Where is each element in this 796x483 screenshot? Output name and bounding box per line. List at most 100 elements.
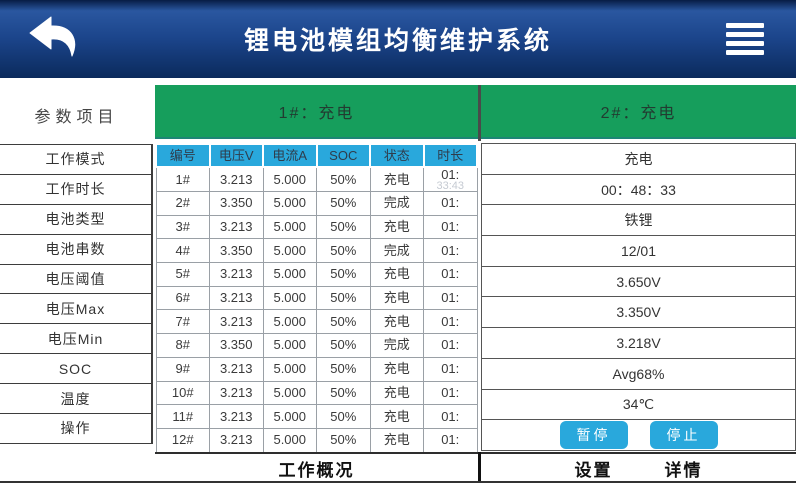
cell-voltage: 3.350 xyxy=(209,333,264,358)
col-header-id: 编号 xyxy=(155,143,211,168)
cell-soc: 50% xyxy=(316,214,371,240)
work-overview-tab[interactable]: 工作概况 xyxy=(155,452,478,481)
cell-soc: 50% xyxy=(316,166,371,192)
sidebar-item-work-mode: 工作模式 xyxy=(0,145,153,175)
col-header-current: 电流A xyxy=(262,143,318,168)
cell-table: 编号 电压V 电流A SOC 状态 时长 1# 3.213 5.000 50% … xyxy=(155,143,478,453)
cell-current: 5.000 xyxy=(262,191,317,216)
table-row: 2# 3.350 5.000 50% 完成 01: xyxy=(155,191,478,216)
cell-current: 5.000 xyxy=(262,356,317,382)
table-row: 3# 3.213 5.000 50% 充电 01: xyxy=(155,214,478,240)
cell-current: 5.000 xyxy=(262,404,317,429)
cell-current: 5.000 xyxy=(262,285,317,311)
cell-id: 10# xyxy=(155,380,210,406)
settings-button[interactable]: 设置 xyxy=(574,461,613,480)
cell-soc: 50% xyxy=(316,285,371,311)
table-row: 9# 3.213 5.000 50% 充电 01: xyxy=(155,356,478,382)
cell-duration: 01: xyxy=(423,238,478,264)
cell-duration: 01: xyxy=(423,356,478,382)
col-header-voltage: 电压V xyxy=(208,143,264,168)
cell-voltage: 3.350 xyxy=(209,238,264,264)
cell-id: 11# xyxy=(155,404,210,429)
cell-duration: 01: xyxy=(423,427,478,453)
pause-button[interactable]: 暂停 xyxy=(559,421,628,450)
cell-current: 5.000 xyxy=(262,333,317,358)
cell-id: 2# xyxy=(155,191,210,216)
value-voltage-min: 3.218V xyxy=(482,328,795,359)
cell-voltage: 3.213 xyxy=(209,356,264,382)
sidebar-item-work-duration: 工作时长 xyxy=(0,174,153,205)
cell-duration: 01: 33:43 xyxy=(423,166,478,192)
cell-duration: 01: xyxy=(423,262,478,287)
cell-id: 8# xyxy=(155,333,210,358)
cell-soc: 50% xyxy=(316,191,371,216)
cell-id: 1# xyxy=(155,166,210,192)
cell-soc: 50% xyxy=(316,356,371,382)
cell-soc: 50% xyxy=(316,262,371,287)
cell-current: 5.000 xyxy=(262,309,317,335)
cell-status: 完成 xyxy=(369,191,424,216)
table-row: 7# 3.213 5.000 50% 充电 01: xyxy=(155,309,478,335)
col-header-soc: SOC xyxy=(315,143,371,168)
cell-voltage: 3.213 xyxy=(209,214,264,240)
module2-header: 2#：充电 xyxy=(481,85,796,139)
cell-current: 5.000 xyxy=(262,380,317,406)
cell-id: 9# xyxy=(155,356,210,382)
table-row: 8# 3.350 5.000 50% 完成 01: xyxy=(155,333,478,358)
cell-soc: 50% xyxy=(316,309,371,335)
cell-current: 5.000 xyxy=(262,427,317,453)
cell-voltage: 3.213 xyxy=(209,427,264,453)
hamburger-icon xyxy=(722,23,768,55)
cell-status: 充电 xyxy=(369,166,424,192)
stop-button[interactable]: 停止 xyxy=(649,421,718,450)
value-battery-type: 铁锂 xyxy=(482,205,795,237)
cell-voltage: 3.213 xyxy=(209,309,264,335)
duration-clipped-text: 33:43 xyxy=(436,180,465,192)
module2-values: 充电 00：48：33 铁锂 12/01 3.650V 3.350V 3.218… xyxy=(481,143,796,451)
cell-id: 3# xyxy=(155,214,210,240)
value-voltage-threshold: 3.650V xyxy=(482,267,795,298)
cell-soc: 50% xyxy=(316,404,371,429)
cell-id: 4# xyxy=(155,238,210,264)
value-work-duration: 00：48：33 xyxy=(482,175,795,206)
sidebar-item-voltage-threshold: 电压阈值 xyxy=(0,264,153,295)
table-row: 6# 3.213 5.000 50% 充电 01: xyxy=(155,285,478,311)
cell-id: 5# xyxy=(155,262,210,287)
cell-voltage: 3.213 xyxy=(209,404,264,429)
sidebar-item-cell-count: 电池串数 xyxy=(0,234,153,265)
cell-status: 充电 xyxy=(369,380,424,406)
cell-id: 7# xyxy=(155,309,210,335)
col-header-duration: 时长 xyxy=(422,143,478,168)
sidebar-item-voltage-min: 电压Min xyxy=(0,324,153,355)
footer-divider xyxy=(478,452,481,481)
table-row: 12# 3.213 5.000 50% 充电 01: xyxy=(155,427,478,453)
value-soc: Avg68% xyxy=(482,359,795,390)
top-bar: 锂电池模组均衡维护系统 xyxy=(0,0,796,78)
cell-current: 5.000 xyxy=(262,238,317,264)
cell-duration: 01: xyxy=(423,214,478,240)
cell-soc: 50% xyxy=(316,380,371,406)
cell-duration: 01: xyxy=(423,191,478,216)
table-row: 4# 3.350 5.000 50% 完成 01: xyxy=(155,238,478,264)
cell-current: 5.000 xyxy=(262,262,317,287)
cell-status: 充电 xyxy=(369,356,424,382)
sidebar-item-soc: SOC xyxy=(0,354,153,385)
details-button[interactable]: 详情 xyxy=(664,461,703,480)
back-button[interactable] xyxy=(26,13,80,65)
cell-duration: 01: xyxy=(423,404,478,429)
table-row: 11# 3.213 5.000 50% 充电 01: xyxy=(155,404,478,429)
value-cell-count: 12/01 xyxy=(482,236,795,267)
parameter-list: 工作模式 工作时长 电池类型 电池串数 电压阈值 电压Max 电压Min SOC… xyxy=(0,144,153,444)
cell-status: 完成 xyxy=(369,238,424,264)
cell-soc: 50% xyxy=(316,238,371,264)
hamburger-menu-button[interactable] xyxy=(722,17,768,61)
cell-status: 充电 xyxy=(369,404,424,429)
cell-voltage: 3.213 xyxy=(209,285,264,311)
cell-soc: 50% xyxy=(316,427,371,453)
table-row: 5# 3.213 5.000 50% 充电 01: xyxy=(155,262,478,287)
cell-status: 充电 xyxy=(369,427,424,453)
table-row: 1# 3.213 5.000 50% 充电 01: 33:43 xyxy=(155,166,478,192)
cell-duration: 01: xyxy=(423,380,478,406)
module1-panel: 1#：充电 编号 电压V 电流A SOC 状态 时长 1# 3.213 5.00… xyxy=(155,85,478,453)
